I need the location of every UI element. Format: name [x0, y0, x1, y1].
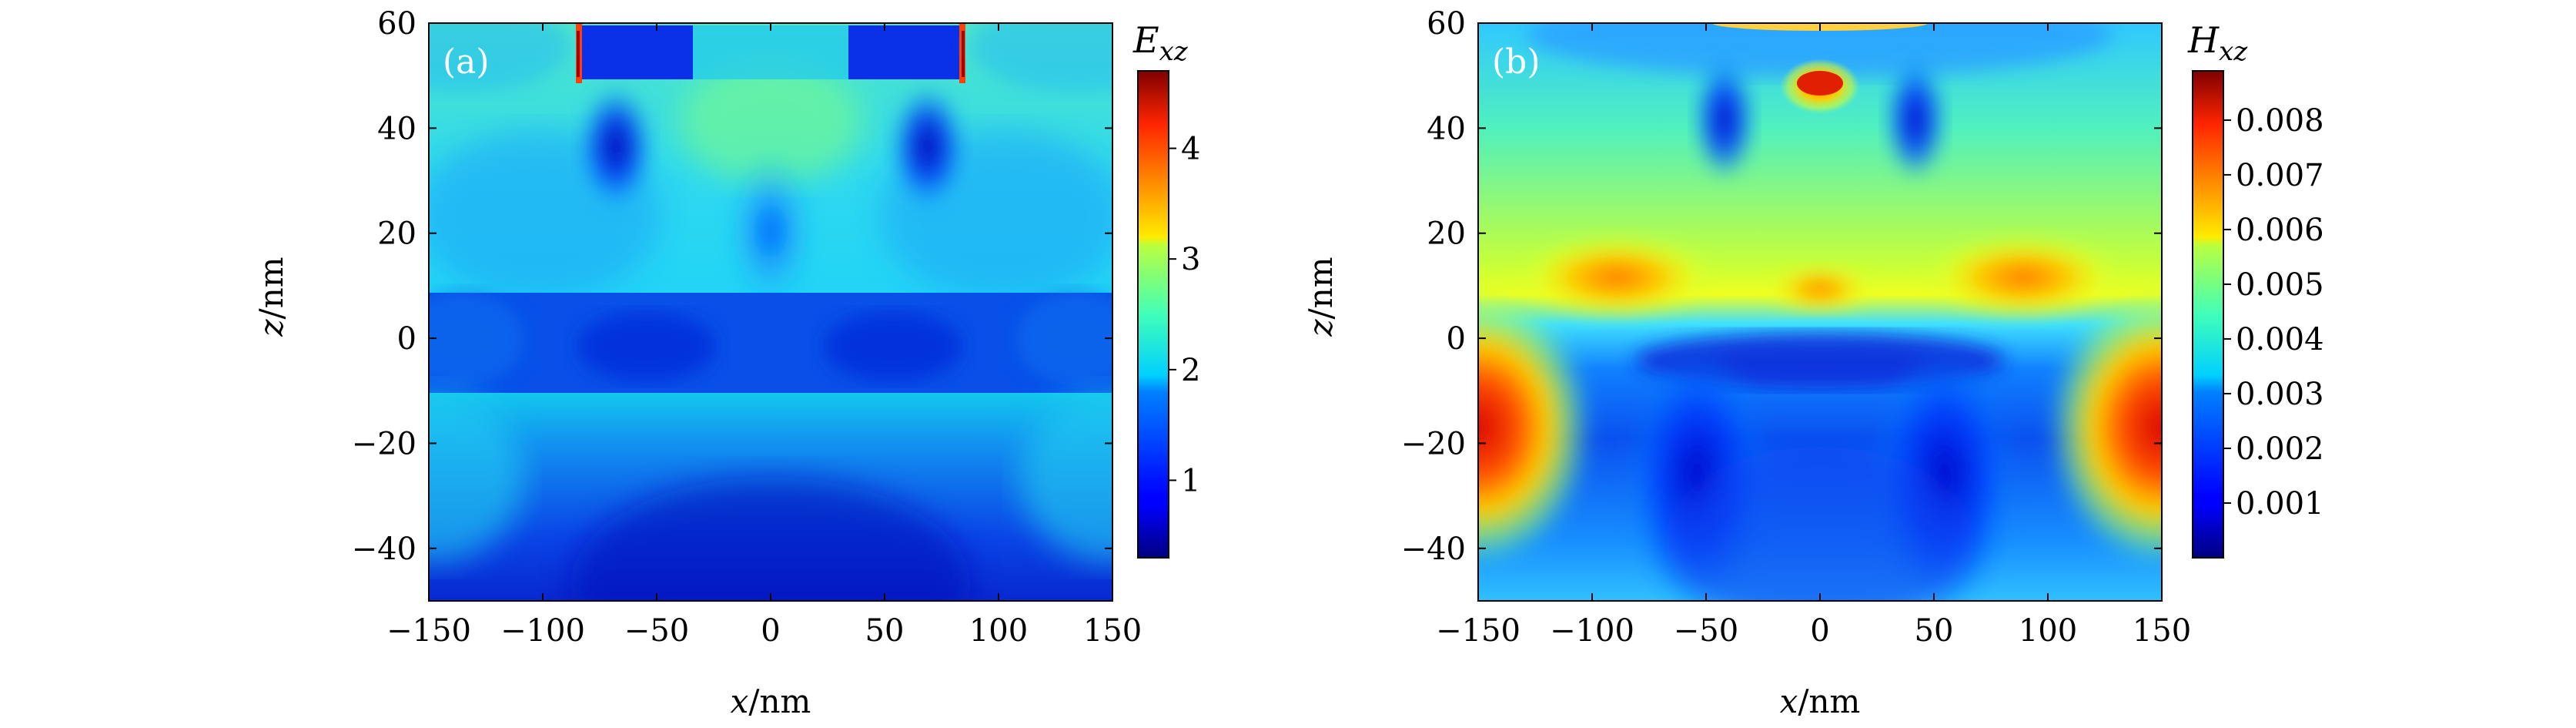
colorbar-tick-label-a-1: 2	[1181, 353, 1200, 388]
ylabel-unit-b: /nm	[1302, 257, 1340, 319]
xtick-label-a-1: −100	[500, 613, 585, 649]
ylabel-var-b: z	[1302, 319, 1340, 337]
xlabel-b: x/nm	[1780, 683, 1861, 720]
colorbar-tick-label-b-4: 0.005	[2236, 267, 2324, 303]
ytick-label-b-2: 0	[1447, 321, 1466, 357]
panel-a: (a) −150 −100 −50 0 50 100 150 −40 −20 0 20 40 60 x/n…	[253, 6, 1200, 720]
xtick-label-a-6: 150	[1083, 613, 1142, 649]
ytick-label-a-1: −20	[352, 426, 417, 461]
colorbar-tick-label-a-0: 1	[1181, 463, 1200, 498]
colorbar-tick-label-b-2: 0.003	[2236, 377, 2324, 412]
ylabel-var-a: z	[253, 319, 290, 337]
panel-b: (b) −150 −100 −50 0 50 100 150 −40 −20 0 20 40 60 x/n…	[1302, 6, 2324, 720]
colorbar-title-main-a: E	[1132, 19, 1159, 61]
ylabel-a: z/nm	[253, 257, 290, 337]
xtick-label-a-4: 50	[865, 613, 905, 649]
ytick-label-a-2: 0	[397, 321, 417, 357]
colorbar-tick-label-b-3: 0.004	[2236, 322, 2324, 357]
xtick-label-a-5: 100	[969, 613, 1028, 649]
ytick-label-b-3: 20	[1427, 216, 1466, 252]
colorbar-title-main-b: H	[2187, 19, 2220, 61]
xtick-label-a-0: −150	[386, 613, 471, 649]
colorbar-tick-label-b-5: 0.006	[2236, 213, 2324, 248]
colorbar-gradient-a	[1137, 70, 1169, 559]
xtick-label-b-2: −50	[1674, 613, 1738, 649]
ytick-label-a-4: 40	[377, 111, 417, 146]
ytick-label-b-4: 40	[1427, 111, 1466, 146]
xtick-label-a-2: −50	[624, 613, 689, 649]
xtick-label-b-0: −150	[1436, 613, 1521, 649]
colorbar-tick-label-b-6: 0.007	[2236, 158, 2324, 193]
colorbar-tick-label-b-7: 0.008	[2236, 103, 2324, 139]
ylabel-b: z/nm	[1302, 257, 1340, 337]
colorbar-title-b: Hxz	[2187, 19, 2248, 67]
colorbar-tick-label-a-3: 4	[1181, 132, 1200, 167]
ytick-label-b-1: −20	[1401, 426, 1466, 461]
xtick-label-b-1: −100	[1550, 613, 1634, 649]
axes-b: −150 −100 −50 0 50 100 150−40−200204060x/nmz/n…	[1302, 6, 2191, 720]
panel-label-a: (a)	[443, 42, 490, 82]
colorbar-tick-label-b-0: 0.001	[2236, 486, 2324, 522]
colorbar-title-sub-b: xz	[2219, 36, 2248, 67]
ytick-label-a-3: 20	[377, 216, 417, 252]
axes-a: −150 −100 −50 0 50 100 150−40−200204060x/nmz/n…	[253, 6, 1142, 720]
ytick-label-b-0: −40	[1401, 532, 1466, 567]
colorbar-tick-label-a-2: 3	[1181, 242, 1200, 277]
heatmap-b-field	[1478, 23, 2162, 601]
xtick-label-b-5: 100	[2019, 613, 2077, 649]
xlabel-a: x/nm	[731, 683, 811, 720]
ytick-label-b-5: 60	[1427, 6, 1466, 42]
colorbar-title-sub-a: xz	[1159, 36, 1189, 67]
xlabel-unit-b: /nm	[1798, 683, 1860, 720]
panel-label-b: (b)	[1492, 42, 1541, 82]
colorbar-tick-label-b-1: 0.002	[2236, 431, 2324, 467]
colorbar-title-a: Exz	[1132, 19, 1189, 67]
xtick-label-b-6: 150	[2133, 613, 2191, 649]
xtick-label-a-3: 0	[761, 613, 780, 649]
ytick-label-a-5: 60	[377, 6, 417, 42]
ylabel-unit-a: /nm	[253, 257, 290, 319]
xtick-label-b-3: 0	[1810, 613, 1829, 649]
colorbar-b: 0.001 0.002 0.003 0.004 0.005 0.006 0.007 0.008…	[2187, 19, 2324, 559]
colorbar-gradient-b	[2192, 70, 2224, 559]
xlabel-var-a: x	[731, 683, 749, 720]
xlabel-var-b: x	[1780, 683, 1798, 720]
heatmap-a-field	[429, 23, 1112, 601]
xlabel-unit-a: /nm	[748, 683, 811, 720]
colorbar-a: 1 2 3 4 Exz	[1132, 19, 1200, 559]
xtick-label-b-4: 50	[1915, 613, 1954, 649]
ytick-label-a-0: −40	[352, 532, 417, 567]
